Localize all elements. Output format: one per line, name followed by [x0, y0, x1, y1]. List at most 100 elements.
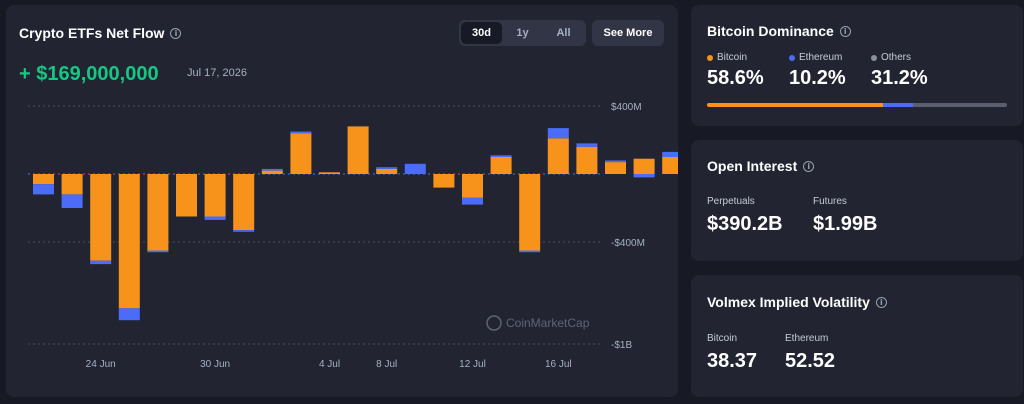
bar-btc: [319, 172, 340, 174]
etf-flow-chart: $400M -$400M -$1B 24 Jun 30 Jun 4 Jul 8 Jul 12 …: [28, 102, 678, 370]
bar-btc: [290, 133, 312, 174]
bar-eth: [519, 250, 541, 253]
x-tick-label: 16 Jul: [545, 359, 572, 370]
dominance-legend: Bitcoin 58.6% Ethereum 10.2% Others 31.2…: [707, 52, 953, 90]
bar-eth: [462, 197, 483, 205]
tab-all[interactable]: All: [556, 27, 571, 39]
bar-btc: [376, 168, 398, 174]
dominance-label: Others: [881, 52, 912, 63]
dominance-title-text: Bitcoin Dominance: [707, 23, 834, 39]
metric-value: 52.52: [785, 350, 836, 372]
bar-eth: [404, 163, 426, 174]
etf-net-flow-card: Crypto ETFs Net Flow i 30d 1y All See Mo…: [6, 5, 678, 397]
etf-card-title: Crypto ETFs Net Flow i: [19, 25, 182, 41]
bar-btc: [433, 174, 455, 188]
y-tick-label: $400M: [611, 102, 642, 113]
metric-ethereum: Ethereum 52.52: [785, 333, 835, 373]
bar-eth: [376, 167, 398, 169]
info-icon[interactable]: i: [839, 25, 851, 37]
dominance-progress-bar: [707, 103, 1007, 107]
bar-eth: [90, 260, 112, 265]
bar-btc: [662, 157, 678, 174]
see-more-button[interactable]: See More: [592, 20, 664, 46]
dominance-segment-bitcoin: [707, 103, 883, 107]
etf-title-text: Crypto ETFs Net Flow: [19, 25, 165, 41]
dominance-item-ethereum: Ethereum 10.2%: [789, 52, 871, 90]
net-flow-value: + $169,000,000: [19, 63, 159, 85]
open-interest-title: Open Interest i: [707, 158, 815, 174]
y-tick-label: -$1B: [611, 340, 632, 351]
bar-eth: [33, 184, 54, 195]
tab-30d[interactable]: 30d: [461, 22, 502, 44]
coinmarketcap-watermark: CoinMarketCap: [486, 315, 590, 331]
volatility-title: Volmex Implied Volatility i: [707, 294, 887, 310]
tab-1y[interactable]: 1y: [516, 27, 529, 39]
x-tick-label: 30 Jun: [200, 359, 230, 370]
bar-eth: [633, 174, 655, 178]
dominance-value: 10.2%: [789, 67, 846, 89]
dominance-card-title: Bitcoin Dominance i: [707, 23, 851, 39]
dominance-value: 58.6%: [707, 67, 764, 89]
metric-value: 38.37: [707, 350, 758, 372]
x-tick-label: 8 Jul: [376, 359, 397, 370]
metric-label: Perpetuals: [707, 196, 755, 207]
info-icon[interactable]: i: [170, 27, 182, 39]
dominance-label: Bitcoin: [717, 52, 748, 63]
metric-label: Ethereum: [785, 333, 829, 344]
bar-btc: [118, 174, 140, 309]
bar-btc: [147, 174, 169, 251]
x-tick-label: 4 Jul: [319, 359, 340, 370]
bar-btc: [490, 157, 512, 174]
bar-btc: [261, 170, 283, 174]
bar-btc: [605, 162, 626, 174]
info-icon[interactable]: i: [875, 296, 887, 308]
dominance-item-bitcoin: Bitcoin 58.6%: [707, 52, 789, 90]
metric-label: Futures: [813, 196, 847, 207]
bar-eth: [662, 151, 678, 157]
bar-eth: [61, 194, 83, 208]
bar-eth: [118, 308, 140, 321]
open-interest-title-text: Open Interest: [707, 158, 798, 174]
metric-futures: Futures $1.99B: [813, 196, 878, 236]
metric-value: $390.2B: [707, 213, 783, 235]
bar-eth: [261, 168, 283, 171]
volatility-metrics: Bitcoin 38.37 Ethereum 52.52: [707, 333, 855, 373]
ethereum-dot-icon: [789, 54, 795, 61]
watermark-text: CoinMarketCap: [506, 316, 590, 330]
dominance-segment-others: [913, 103, 1007, 107]
bar-btc: [176, 174, 197, 217]
bar-btc: [204, 174, 226, 217]
metric-label: Bitcoin: [707, 333, 738, 344]
bar-eth: [204, 216, 226, 220]
x-tick-label: 24 Jun: [86, 359, 116, 370]
volatility-title-text: Volmex Implied Volatility: [707, 294, 870, 310]
metric-bitcoin: Bitcoin 38.37: [707, 333, 765, 373]
dominance-segment-ethereum: [882, 103, 914, 107]
bar-eth: [233, 230, 255, 232]
bar-eth: [490, 155, 512, 157]
dominance-value: 31.2%: [871, 67, 928, 89]
bar-eth: [605, 160, 626, 163]
bar-btc: [633, 158, 655, 174]
bar-btc: [90, 174, 112, 261]
bar-btc: [519, 174, 541, 251]
bitcoin-dominance-card: Bitcoin Dominance i Bitcoin 58.6% Ethere…: [691, 5, 1023, 126]
bar-eth: [547, 128, 569, 139]
volatility-card: Volmex Implied Volatility i Bitcoin 38.3…: [691, 275, 1023, 397]
bar-btc: [576, 146, 598, 174]
bar-btc: [462, 174, 483, 198]
bar-btc: [233, 174, 255, 231]
dominance-item-others: Others 31.2%: [871, 52, 953, 90]
timeframe-toggle: 30d 1y All: [459, 20, 586, 46]
others-dot-icon: [871, 54, 877, 61]
bar-btc: [347, 126, 369, 174]
metric-value: $1.99B: [813, 213, 878, 235]
info-icon[interactable]: i: [803, 160, 815, 172]
bar-btc: [547, 138, 569, 174]
coinmarketcap-logo-icon: [486, 315, 502, 331]
open-interest-card: Open Interest i Perpetuals $390.2B Futur…: [691, 140, 1023, 261]
net-flow-date: Jul 17, 2026: [187, 67, 247, 79]
bar-eth: [147, 250, 169, 253]
bar-eth: [290, 131, 312, 134]
x-tick-label: 12 Jul: [459, 359, 486, 370]
